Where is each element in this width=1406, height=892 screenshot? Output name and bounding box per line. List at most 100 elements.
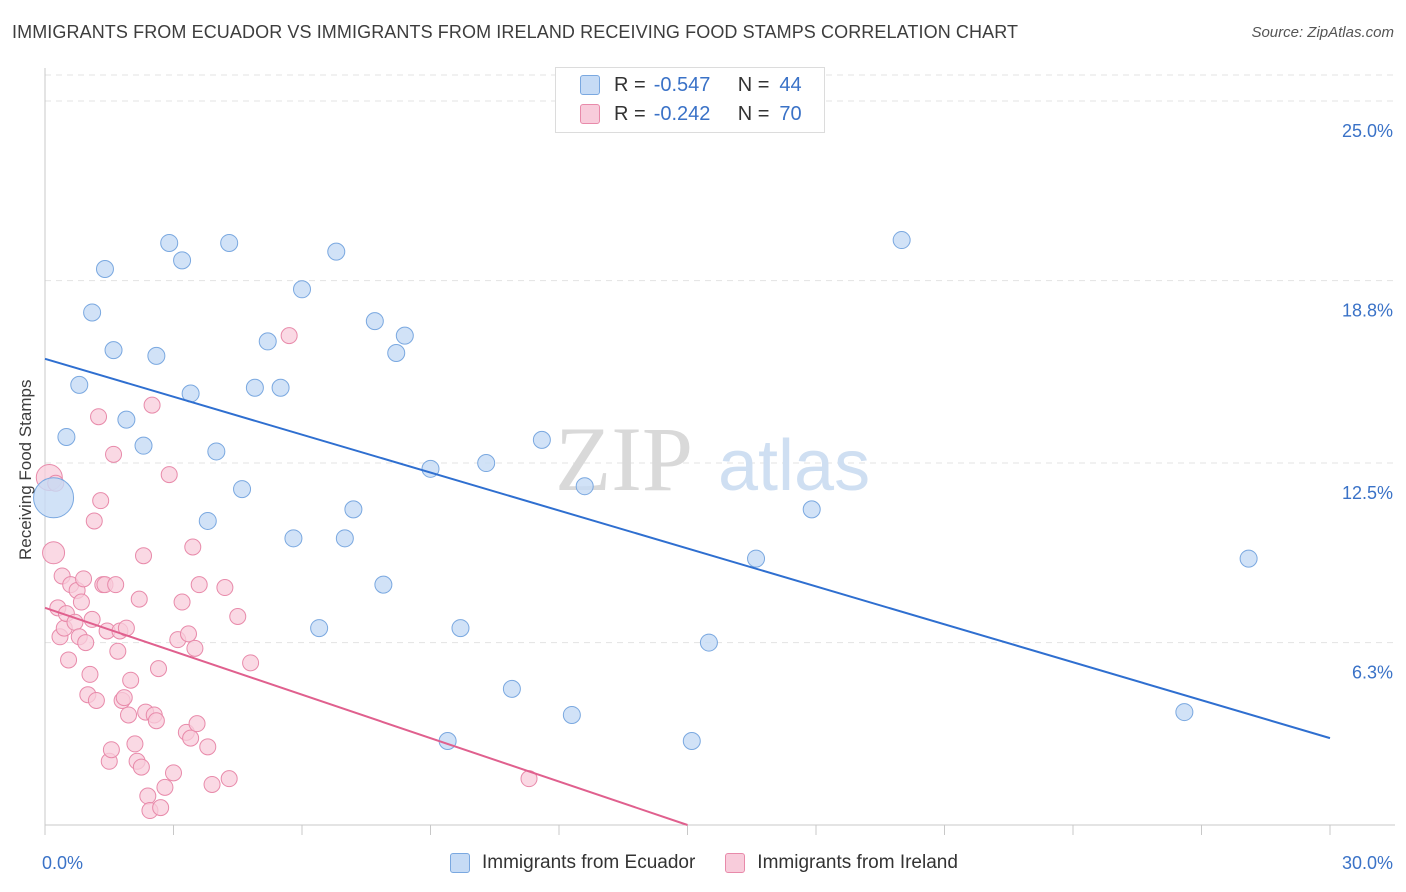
ireland-point <box>105 445 123 463</box>
ecuador-point <box>365 312 384 331</box>
ecuador-legend-swatch <box>450 853 470 873</box>
ireland-point <box>150 660 168 678</box>
ireland-point <box>184 538 202 556</box>
ecuador-point <box>83 303 102 322</box>
ireland-point <box>72 593 90 611</box>
ecuador-point <box>310 619 329 638</box>
ecuador-point <box>173 251 192 270</box>
ireland-point <box>143 396 161 414</box>
ireland-point <box>77 634 95 652</box>
x-tick-label: 30.0% <box>1342 853 1393 873</box>
ireland-point <box>115 689 133 707</box>
ireland-point <box>42 541 66 565</box>
ireland-point <box>87 691 105 709</box>
ireland-point <box>182 729 200 747</box>
ireland-swatch <box>580 104 600 124</box>
ireland-point <box>85 512 103 530</box>
ecuador-point <box>271 378 290 397</box>
ecuador-point <box>160 233 179 252</box>
ecuador-point <box>562 705 581 724</box>
ireland-point <box>122 671 140 689</box>
y-tick-labels: 6.3% 12.5% 18.8% 25.0% <box>1342 121 1393 683</box>
ireland-points <box>35 327 538 820</box>
ecuador-point <box>198 511 217 530</box>
ireland-point <box>220 770 238 788</box>
ecuador-point <box>245 378 264 397</box>
ecuador-point <box>335 529 354 548</box>
ireland-point <box>126 735 144 753</box>
legend-r-value: -0.547 <box>653 73 711 96</box>
ireland-point <box>160 466 178 484</box>
ecuador-point <box>95 260 114 279</box>
ecuador-point <box>33 477 75 519</box>
ireland-legend-swatch <box>725 853 746 873</box>
ireland-point <box>173 593 191 611</box>
ireland-point <box>203 775 221 793</box>
ecuador-point <box>327 242 346 261</box>
watermark: ZIP atlas <box>555 408 870 510</box>
ecuador-point <box>451 619 470 638</box>
ireland-point <box>199 738 217 756</box>
ireland-point <box>60 651 78 669</box>
chart-title: IMMIGRANTS FROM ECUADOR VS IMMIGRANTS FR… <box>12 22 1019 42</box>
legend-label-ecuador: Immigrants from Ecuador <box>482 852 696 873</box>
series-legend: Immigrants from Ecuador Immigrants from … <box>450 852 988 874</box>
ecuador-point <box>387 343 406 362</box>
legend-n-value: 44 <box>779 73 802 96</box>
ecuador-point <box>284 529 303 548</box>
ecuador-point <box>1239 549 1258 568</box>
ecuador-point <box>258 332 277 351</box>
ecuador-point <box>502 679 521 698</box>
x-tick-label: 0.0% <box>42 853 83 873</box>
ecuador-point <box>233 480 252 499</box>
ecuador-point <box>117 410 136 429</box>
correlation-legend: R = -0.547 N = 44 R = -0.242 N = 70 <box>555 67 825 133</box>
ireland-point <box>229 608 247 626</box>
legend-item-ireland: Immigrants from Ireland <box>725 852 958 874</box>
ecuador-point <box>802 500 821 519</box>
ecuador-point <box>70 375 89 394</box>
legend-n-value: 70 <box>779 102 802 125</box>
x-tick-labels: 0.0% 30.0% <box>42 853 1393 873</box>
ireland-point <box>130 590 148 608</box>
axes <box>44 68 1395 835</box>
legend-n-label: N = <box>737 102 770 125</box>
ecuador-point <box>575 477 594 496</box>
y-tick-label: 25.0% <box>1342 121 1393 141</box>
ireland-trendline <box>44 606 688 826</box>
ireland-point <box>90 408 108 426</box>
source-label: Source: ZipAtlas.com <box>1251 24 1394 41</box>
ecuador-point <box>57 427 76 446</box>
ecuador-point <box>532 430 551 449</box>
legend-r-value: -0.242 <box>653 102 711 125</box>
y-axis-label: Receiving Food Stamps <box>16 379 35 560</box>
ireland-point <box>109 642 127 660</box>
legend-r-label: R = <box>614 73 646 96</box>
ireland-point <box>132 758 150 776</box>
ecuador-points <box>33 231 1258 751</box>
ecuador-point <box>134 436 153 455</box>
ireland-point <box>81 665 99 683</box>
legend-n-label: N = <box>737 73 770 96</box>
ecuador-point <box>207 442 226 461</box>
ecuador-point <box>892 231 911 250</box>
y-tick-label: 18.8% <box>1342 301 1393 321</box>
ecuador-point <box>395 326 414 345</box>
ireland-point <box>188 715 206 733</box>
y-tick-label: 6.3% <box>1352 663 1393 683</box>
ireland-point <box>190 576 208 594</box>
ireland-point <box>156 778 174 796</box>
ecuador-point <box>699 633 718 652</box>
ecuador-point <box>293 280 311 299</box>
legend-row-ecuador: R = -0.547 N = 44 <box>580 70 802 100</box>
watermark-zip: ZIP <box>555 408 693 510</box>
ireland-point <box>120 706 138 724</box>
ireland-point <box>179 625 197 643</box>
ecuador-point <box>1175 703 1194 722</box>
ireland-point <box>152 799 170 817</box>
legend-r-label: R = <box>614 102 646 125</box>
ireland-point <box>107 576 125 594</box>
ecuador-point <box>344 500 363 519</box>
ireland-point <box>186 639 204 657</box>
ireland-point <box>242 654 260 672</box>
